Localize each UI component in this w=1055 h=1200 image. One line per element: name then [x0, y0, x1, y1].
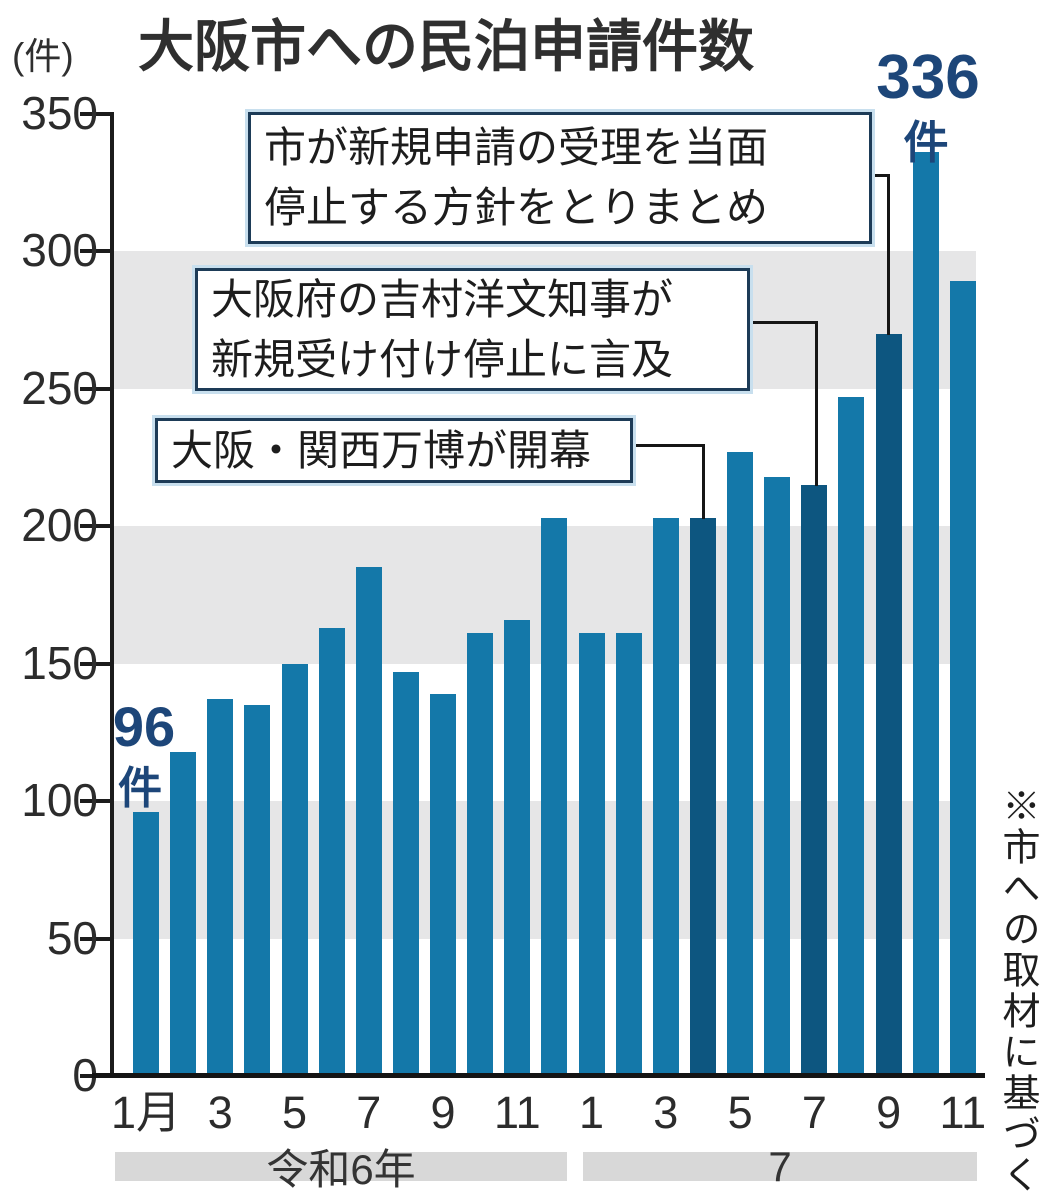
- annotation-connector-line: [870, 174, 890, 177]
- y-axis-tick-label: 350: [21, 86, 98, 139]
- peak-bar-value-unit: 件: [903, 117, 949, 168]
- x-axis-tick-label: 3: [207, 1087, 233, 1138]
- annotation-text-line: 大阪府の吉村洋文知事が: [211, 275, 674, 323]
- bar-令和6年1月: [133, 812, 159, 1076]
- peak-bar-value-label: 336: [876, 43, 980, 112]
- y-axis-tick: [80, 386, 111, 391]
- x-axis-tick-label: 3: [653, 1087, 679, 1138]
- bar-令和7年2月: [615, 633, 642, 1076]
- annotation-connector-line: [748, 321, 818, 324]
- x-axis-tick-label: 1月: [110, 1087, 182, 1138]
- annotation-text-line: 大阪・関西万博が開幕: [171, 426, 592, 474]
- bar-令和7年6月: [764, 476, 791, 1076]
- first-bar-value-label: 96: [112, 695, 176, 758]
- y-axis-unit-label: (件): [12, 36, 74, 77]
- y-axis-line: [110, 112, 114, 1078]
- x-axis-tick-label: 11: [493, 1087, 541, 1138]
- y-axis-tick-label: 300: [21, 224, 98, 276]
- y-axis-tick: [80, 249, 111, 253]
- bar-令和7年3月: [652, 517, 679, 1076]
- year-band-label: 令和6年: [266, 1146, 416, 1193]
- bar-令和7年7月: [801, 484, 828, 1076]
- annotation-box-governor-remark: 大阪府の吉村洋文知事が 新規受け付け停止に言及: [195, 268, 750, 391]
- x-axis-tick-label: 5: [727, 1087, 753, 1138]
- y-axis-tick-label: 250: [21, 361, 98, 414]
- bar-令和7年10月: [912, 152, 939, 1076]
- x-axis-tick-label: 9: [876, 1087, 902, 1138]
- annotation-connector-line: [815, 321, 818, 486]
- source-note: ※市への取材に基づく: [996, 786, 1038, 1196]
- bar-令和6年9月: [430, 693, 457, 1076]
- bar-令和7年5月: [727, 451, 754, 1076]
- bar-令和6年8月: [392, 671, 419, 1076]
- year-band-reiwa7: 7: [583, 1143, 977, 1190]
- y-axis-tick-label: 0: [72, 1049, 98, 1101]
- bar-令和6年4月: [244, 704, 271, 1076]
- bar-令和6年11月: [504, 619, 531, 1076]
- annotation-text-line: 新規受け付け停止に言及: [211, 335, 674, 383]
- bar-令和7年1月: [578, 633, 605, 1076]
- y-axis-tick-label: 200: [21, 499, 98, 551]
- y-axis-tick-label: 100: [21, 774, 98, 826]
- x-axis-tick-label: 9: [430, 1087, 456, 1138]
- year-band-label: 7: [768, 1142, 792, 1190]
- bar-令和6年2月: [170, 751, 197, 1076]
- y-axis-tick: [80, 799, 111, 803]
- y-axis-tick: [80, 661, 111, 666]
- bar-令和6年6月: [318, 627, 345, 1076]
- annotation-connector-line: [631, 444, 705, 447]
- x-axis-tick-label: 7: [356, 1087, 382, 1138]
- y-axis-tick: [80, 524, 111, 528]
- bar-令和6年5月: [281, 663, 308, 1076]
- bar-令和7年4月: [689, 517, 716, 1076]
- annotation-connector-line: [887, 174, 890, 335]
- x-axis-tick-label: 7: [801, 1087, 827, 1138]
- y-axis-tick: [80, 111, 111, 116]
- y-axis-tick: [80, 936, 111, 941]
- bar-令和6年12月: [541, 517, 568, 1076]
- x-axis-tick-label: 5: [282, 1087, 308, 1138]
- bar-令和6年3月: [207, 699, 234, 1076]
- chart-title: 大阪市への民泊申請件数: [138, 15, 754, 78]
- x-axis-tick-label: 11: [939, 1087, 987, 1138]
- bar-令和7年8月: [838, 396, 865, 1076]
- annotation-text-line: 停止する方針をとりまとめ: [264, 184, 769, 231]
- annotation-text-line: 市が新規申請の受理を当面: [264, 124, 769, 171]
- annotation-box-city-policy: 市が新規申請の受理を当面 停止する方針をとりまとめ: [248, 112, 872, 244]
- annotation-box-expo-opening: 大阪・関西万博が開幕: [155, 418, 633, 483]
- y-axis-tick-label: 50: [46, 911, 98, 964]
- annotation-connector-line: [702, 444, 705, 519]
- y-axis-tick-label: 150: [21, 636, 98, 689]
- bar-令和6年7月: [355, 567, 382, 1076]
- year-band-reiwa6: 令和6年: [115, 1146, 567, 1193]
- x-axis-tick-label: 1: [579, 1087, 605, 1138]
- bar-令和7年9月: [875, 333, 902, 1076]
- first-bar-value-unit: 件: [118, 764, 162, 813]
- bar-令和7年11月: [949, 281, 976, 1076]
- bar-令和6年10月: [467, 633, 494, 1076]
- x-axis-line: [92, 1073, 985, 1078]
